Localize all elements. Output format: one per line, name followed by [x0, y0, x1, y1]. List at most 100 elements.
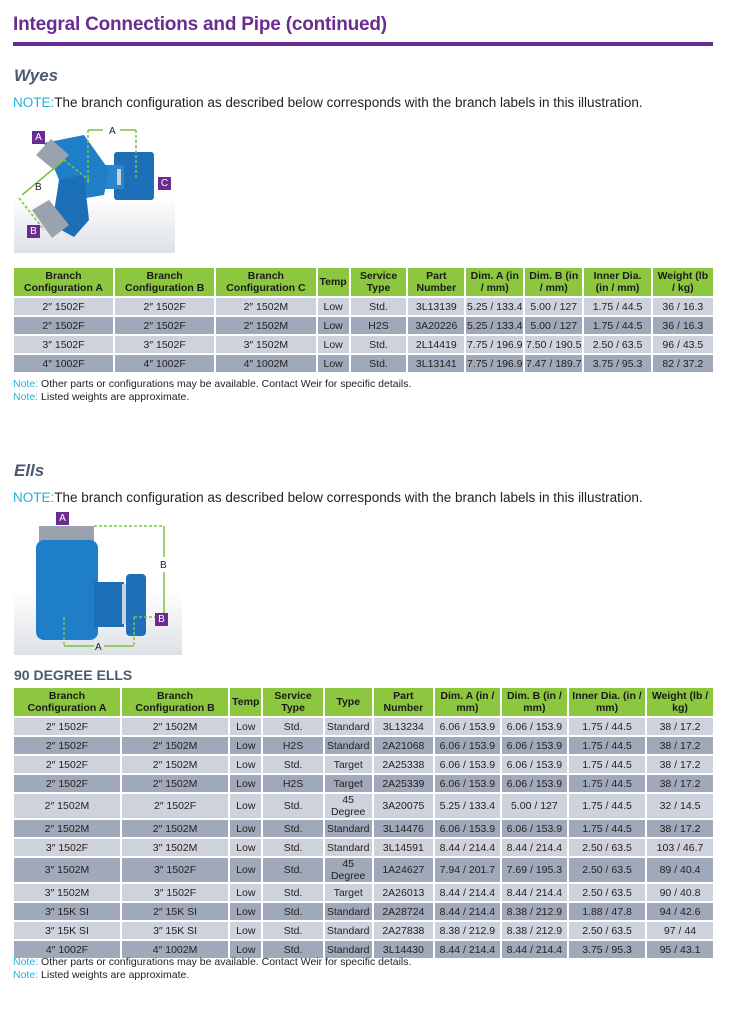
table-cell: 6.06 / 153.9 — [435, 737, 500, 754]
branch-label-b: B — [155, 613, 168, 626]
table-cell: 1.75 / 44.5 — [569, 737, 646, 754]
table-cell: 3″ 1502F — [115, 336, 215, 353]
table-cell: 4″ 1002M — [216, 355, 316, 372]
table-cell: 1A24627 — [373, 858, 434, 882]
table-cell: 2″ 1502M — [121, 756, 229, 773]
table-cell: H2S — [263, 737, 323, 754]
table-cell: 8.44 / 214.4 — [435, 839, 500, 856]
column-header: Temp — [317, 268, 349, 296]
ells-subheading: 90 DEGREE ELLS — [14, 667, 133, 683]
table-cell: 2.50 / 63.5 — [569, 839, 646, 856]
footnote-text: Listed weights are approximate. — [38, 969, 190, 981]
table-cell: Std. — [350, 336, 407, 353]
table-row: 3″ 1502M 3″ 1502F Low Std. 45 Degree 1A24627 7… — [14, 858, 713, 882]
table-cell: 6.06 / 153.9 — [435, 775, 500, 792]
table-cell: Standard — [324, 941, 372, 958]
table-cell: 8.44 / 214.4 — [501, 839, 568, 856]
table-cell: 95 / 43.1 — [647, 941, 713, 958]
column-header: Part Number — [373, 688, 434, 716]
footnote: Note: Listed weights are approximate. — [13, 969, 411, 982]
table-cell: Low — [230, 794, 262, 818]
table-cell: Target — [324, 756, 372, 773]
ell-fitting-image: B A — [36, 525, 167, 653]
table-cell: 3″ 15K SI — [14, 922, 120, 939]
table-cell: 3″ 1502M — [14, 858, 120, 882]
table-cell: 32 / 14.5 — [647, 794, 713, 818]
note-text: The branch configuration as described be… — [54, 490, 643, 505]
footnote-key: Note: — [13, 378, 39, 390]
column-header: Type — [324, 688, 372, 716]
table-cell: 38 / 17.2 — [647, 737, 713, 754]
table-cell: 2″ 15K SI — [121, 903, 229, 920]
column-header: Inner Dia. (in / mm) — [569, 688, 646, 716]
column-header: Branch Configuration A — [14, 268, 114, 296]
table-cell: 6.06 / 153.9 — [435, 718, 500, 735]
table-cell: 90 / 40.8 — [647, 884, 713, 901]
table-cell: 3″ 1502M — [14, 884, 120, 901]
page-title: Integral Connections and Pipe (continued… — [13, 14, 387, 35]
table-cell: 7.47 / 189.7 — [525, 355, 583, 372]
table-cell: Low — [230, 756, 262, 773]
wye-illustration: A B A B C — [14, 125, 175, 253]
table-cell: 1.75 / 44.5 — [569, 775, 646, 792]
table-row: 3″ 1502M 3″ 1502F Low Std. Target 2A26013 8.44… — [14, 884, 713, 901]
table-cell: 2″ 1502M — [216, 317, 316, 334]
table-cell: 2″ 1502F — [121, 794, 229, 818]
table-cell: 8.44 / 214.4 — [435, 884, 500, 901]
table-cell: 3″ 1502F — [121, 884, 229, 901]
table-cell: Standard — [324, 922, 372, 939]
table-cell: 5.00 / 127 — [525, 298, 583, 315]
table-cell: Standard — [324, 737, 372, 754]
table-cell: 2″ 1502F — [14, 317, 114, 334]
header-row: Branch Configuration A Branch Configurati… — [14, 688, 713, 716]
branch-label-c: C — [158, 177, 171, 190]
table-cell: Low — [317, 355, 349, 372]
note-key: NOTE: — [13, 490, 55, 505]
branch-label-a: A — [56, 512, 69, 525]
table-row: 2″ 1502F 2″ 1502F 2″ 1502M Low H2S 3A20226 5.2… — [14, 317, 713, 334]
table-cell: Target — [324, 775, 372, 792]
table-row: 3″ 15K SI 3″ 15K SI Low Std. Standard 2A27838… — [14, 922, 713, 939]
table-cell: 96 / 43.5 — [652, 336, 713, 353]
table-cell: 7.69 / 195.3 — [501, 858, 568, 882]
table-cell: Std. — [263, 858, 323, 882]
table-cell: Std. — [263, 903, 323, 920]
table-cell: 4″ 1002F — [14, 355, 114, 372]
column-header: Dim. A (in / mm) — [466, 268, 524, 296]
table-cell: Std. — [263, 756, 323, 773]
ells-table: Branch Configuration A Branch Configurati… — [12, 686, 715, 960]
table-cell: 3″ 1502F — [14, 839, 120, 856]
table-cell: 38 / 17.2 — [647, 775, 713, 792]
table-cell: 97 / 44 — [647, 922, 713, 939]
table-cell: 6.06 / 153.9 — [435, 820, 500, 837]
column-header: Part Number — [408, 268, 465, 296]
table-cell: 2A26013 — [373, 884, 434, 901]
dim-b-label: B — [35, 182, 42, 193]
table-cell: Low — [230, 884, 262, 901]
table-cell: H2S — [350, 317, 407, 334]
table-cell: 2A27838 — [373, 922, 434, 939]
table-cell: 6.06 / 153.9 — [501, 756, 568, 773]
table-cell: 3″ 15K SI — [14, 903, 120, 920]
footnote: Note: Listed weights are approximate. — [13, 391, 411, 404]
table-cell: 2″ 1502M — [121, 775, 229, 792]
ell-illustration: B A A B — [14, 512, 182, 655]
table-row: 2″ 1502M 2″ 1502F Low Std. 45 Degree 3A20075 5… — [14, 794, 713, 818]
table-cell: 2″ 1502F — [14, 756, 120, 773]
column-header: Temp — [230, 688, 262, 716]
table-row: 2″ 1502F 2″ 1502M Low H2S Target 2A25339 6.06 … — [14, 775, 713, 792]
table-cell: 1.75 / 44.5 — [569, 756, 646, 773]
table-cell: 3A20226 — [408, 317, 465, 334]
table-cell: 6.06 / 153.9 — [501, 718, 568, 735]
column-header: Weight (lb / kg) — [652, 268, 713, 296]
table-cell: 6.06 / 153.9 — [435, 756, 500, 773]
table-cell: 6.06 / 153.9 — [501, 737, 568, 754]
column-header: Branch Configuration B — [115, 268, 215, 296]
column-header: Branch Configuration B — [121, 688, 229, 716]
table-cell: 3L13234 — [373, 718, 434, 735]
table-cell: 3.75 / 95.3 — [584, 355, 651, 372]
wyes-footnotes: Note: Other parts or configurations may … — [13, 378, 411, 404]
wyes-table: Branch Configuration A Branch Configurati… — [12, 266, 715, 374]
table-cell: 8.44 / 214.4 — [501, 884, 568, 901]
table-cell: Low — [230, 922, 262, 939]
